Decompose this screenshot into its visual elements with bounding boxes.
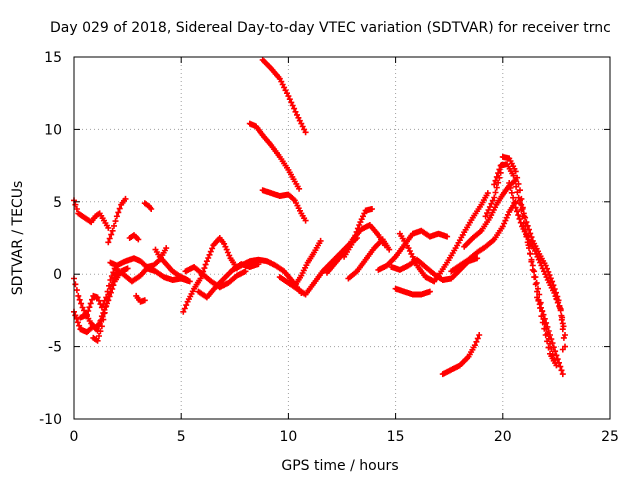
y-tick-label: 15 [44, 50, 62, 66]
x-tick-label: 25 [601, 429, 619, 445]
y-tick-label: 5 [53, 195, 62, 211]
x-tick-label: 5 [177, 429, 186, 445]
series-arc-05 [90, 268, 122, 344]
series-arc-12 [152, 246, 191, 283]
plot-frame [73, 56, 611, 420]
data-point-markers [439, 332, 483, 378]
series-arc-30 [392, 285, 433, 298]
x-tick-label: 20 [494, 429, 512, 445]
series-arc-36 [534, 294, 566, 378]
series-arc-11 [141, 200, 155, 212]
data-point-markers [141, 200, 155, 212]
data-point-markers [461, 177, 519, 250]
data-point-markers [105, 195, 129, 246]
data-point-markers [133, 292, 148, 305]
series-arc-18 [259, 56, 309, 136]
data-point-markers [553, 295, 568, 350]
x-axis: 0 5 10 15 20 25 [70, 57, 619, 445]
x-axis-label: GPS time / hours [281, 458, 398, 474]
data-point-markers [375, 227, 451, 273]
series-arc-24 [345, 236, 393, 282]
x-tick-label: 15 [387, 429, 405, 445]
y-tick-label: -10 [39, 412, 62, 428]
x-tick-label: 0 [70, 429, 79, 445]
data-points [71, 56, 568, 378]
data-point-markers [126, 232, 142, 243]
series-arc-31 [439, 332, 483, 378]
y-axis-label: SDTVAR / TECUs [10, 181, 26, 296]
data-point-markers [392, 285, 433, 298]
data-point-markers [291, 237, 324, 289]
data-point-markers [259, 56, 309, 136]
data-point-markers [345, 236, 393, 282]
data-point-markers [341, 206, 375, 260]
data-point-markers [90, 268, 122, 344]
series-arc-27 [396, 190, 491, 285]
y-axis: -10 -5 0 5 10 15 [39, 50, 610, 428]
series-arc-19 [259, 187, 309, 224]
series-arc-37 [553, 295, 568, 350]
y-tick-label: -5 [48, 340, 62, 356]
data-point-markers [534, 294, 566, 378]
x-tick-label: 10 [279, 429, 297, 445]
series-arc-06 [105, 195, 129, 246]
data-point-markers [491, 161, 558, 363]
grid-lines [74, 57, 610, 419]
y-tick-label: 10 [44, 122, 62, 138]
series-arc-29 [461, 177, 519, 250]
data-point-markers [71, 197, 112, 231]
series-arc-23 [341, 206, 375, 260]
series-arc-01 [71, 197, 112, 231]
series-arc-28 [448, 198, 519, 275]
series-arc-10 [133, 292, 148, 305]
series-arc-25 [375, 227, 451, 273]
data-point-markers [448, 198, 519, 275]
data-point-markers [396, 190, 491, 285]
y-tick-label: 0 [53, 267, 62, 283]
data-point-markers [246, 120, 303, 192]
series-arc-33 [491, 161, 558, 363]
series-arc-09 [126, 232, 142, 243]
series-arc-20 [291, 237, 324, 289]
series-arc-17 [246, 120, 303, 192]
data-point-markers [259, 187, 309, 224]
chart-title: Day 029 of 2018, Sidereal Day-to-day VTE… [50, 20, 611, 36]
data-point-markers [152, 246, 191, 283]
